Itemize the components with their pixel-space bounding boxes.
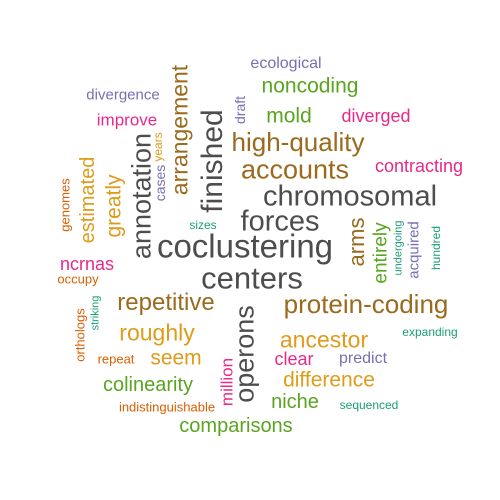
word-acquired: acquired xyxy=(405,221,423,279)
word-noncoding: noncoding xyxy=(261,74,359,98)
word-sizes: sizes xyxy=(189,218,217,232)
word-orthologs: orthologs xyxy=(72,308,88,362)
word-forces: forces xyxy=(240,205,320,238)
word-comparisons: comparisons xyxy=(179,415,293,437)
word-arms: arms xyxy=(344,217,369,267)
word-roughly: roughly xyxy=(119,319,195,346)
word-draft: draft xyxy=(232,95,248,125)
word-repeat: repeat xyxy=(97,351,135,367)
word-high-quality: high-quality xyxy=(231,127,365,157)
word-estimated: estimated xyxy=(77,156,99,244)
word-contracting: contracting xyxy=(374,156,464,176)
word-undergoing: undergoing xyxy=(392,220,405,276)
word-diverged: diverged xyxy=(341,106,411,126)
word-divergence: divergence xyxy=(86,86,160,104)
word-sequenced: sequenced xyxy=(339,398,399,412)
word-clear: clear xyxy=(274,349,314,369)
word-colinearity: colinearity xyxy=(102,374,194,396)
word-arrangement: arrangement xyxy=(166,64,193,196)
word-centers: centers xyxy=(201,260,303,296)
word-expanding: expanding xyxy=(402,325,458,339)
word-ancestor: ancestor xyxy=(279,326,369,353)
word-protein-coding: protein-coding xyxy=(283,289,449,319)
word-indistinguishable: indistinguishable xyxy=(118,399,216,415)
word-predict: predict xyxy=(338,350,388,367)
word-genomes: genomes xyxy=(57,178,73,232)
word-coclustering: coclustering xyxy=(156,227,334,265)
word-niche: niche xyxy=(271,391,319,413)
word-greatly: greatly xyxy=(102,174,126,238)
word-repetitive: repetitive xyxy=(117,289,215,316)
word-seem: seem xyxy=(150,346,202,370)
word-chromosomal: chromosomal xyxy=(262,180,438,213)
word-cases: cases xyxy=(152,164,168,202)
word-accounts: accounts xyxy=(240,154,350,185)
word-million: million xyxy=(217,357,237,407)
word-entirely: entirely xyxy=(370,222,392,284)
word-difference: difference xyxy=(283,368,375,392)
word-years: years xyxy=(151,132,165,162)
word-mold: mold xyxy=(266,104,312,128)
word-improve: improve xyxy=(96,110,158,130)
word-ncrnas: ncrnas xyxy=(59,254,115,274)
word-occupy: occupy xyxy=(57,271,99,287)
word-ecological: ecological xyxy=(250,55,322,72)
word-striking: striking xyxy=(89,295,102,331)
word-finished: finished xyxy=(196,109,229,213)
word-hundred: hundred xyxy=(429,225,443,271)
